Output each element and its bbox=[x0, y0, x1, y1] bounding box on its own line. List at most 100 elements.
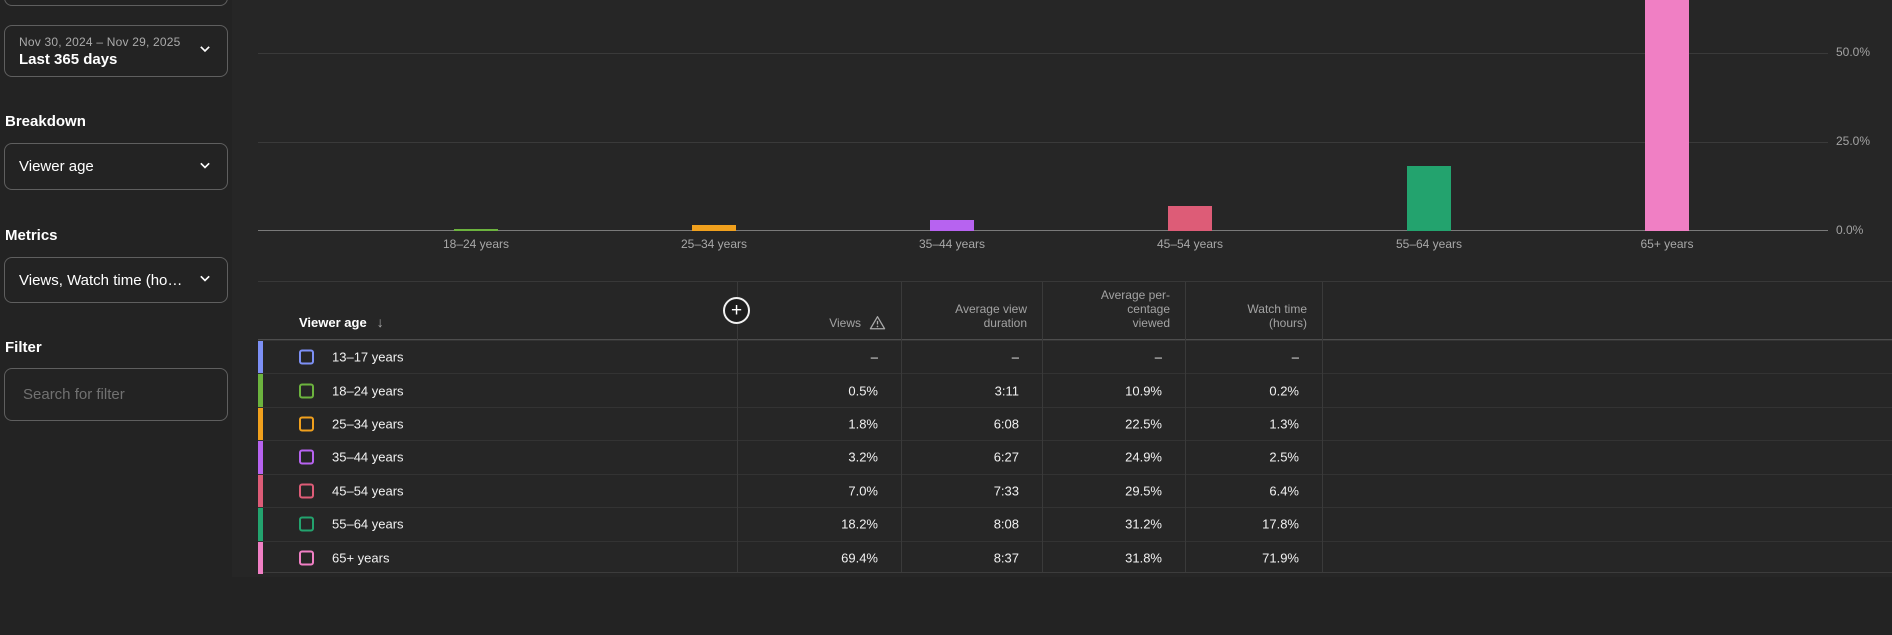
metrics-select[interactable]: Views, Watch time (ho… bbox=[4, 257, 228, 303]
cell-watch-time: – bbox=[1291, 349, 1299, 365]
date-range-preset: Last 365 days bbox=[19, 50, 118, 68]
row-age-label: 13–17 years bbox=[332, 349, 404, 365]
cell-avg-percentage-viewed: 31.8% bbox=[1125, 550, 1162, 566]
y-axis-tick-label: 25.0% bbox=[1836, 134, 1871, 148]
chart-plot-area bbox=[258, 0, 1828, 231]
cell-views: 69.4% bbox=[841, 550, 878, 566]
row-age-label: 65+ years bbox=[332, 550, 390, 566]
table-row-18-24-years[interactable]: 18–24 years 0.5% 3:11 10.9% 0.2% bbox=[258, 373, 1892, 407]
metrics-heading: Metrics bbox=[5, 227, 58, 244]
column-header-viewer-age[interactable]: Viewer age ↓ bbox=[299, 314, 384, 330]
row-color-strip bbox=[258, 407, 263, 441]
row-checkbox[interactable] bbox=[299, 416, 314, 432]
column-header-label-line: Average view bbox=[955, 302, 1027, 316]
cell-avg-percentage-viewed: 29.5% bbox=[1125, 483, 1162, 499]
column-header-views[interactable]: Views bbox=[737, 315, 886, 330]
row-checkbox[interactable] bbox=[299, 483, 314, 499]
cell-avg-view-duration: – bbox=[1011, 349, 1019, 365]
column-header-label-line: Average per- bbox=[1100, 288, 1170, 302]
viewer-age-header-label: Viewer age bbox=[299, 314, 367, 330]
cell-watch-time: 71.9% bbox=[1262, 550, 1299, 566]
column-header-watch-time[interactable]: Watch time (hours) bbox=[1185, 302, 1307, 330]
column-divider bbox=[737, 282, 738, 572]
cell-watch-time: 1.3% bbox=[1269, 416, 1299, 432]
date-range-selector[interactable]: Nov 30, 2024 – Nov 29, 2025 Last 365 day… bbox=[4, 25, 228, 77]
column-header-label-line: viewed bbox=[1132, 316, 1170, 330]
breakdown-value: Viewer age bbox=[19, 158, 94, 175]
metrics-value: Views, Watch time (ho… bbox=[19, 271, 183, 289]
breakdown-heading: Breakdown bbox=[5, 113, 86, 130]
x-axis-category-label: 25–34 years bbox=[680, 237, 748, 251]
collapsed-dropdown-partial[interactable] bbox=[4, 0, 228, 6]
bar-55-64-years[interactable] bbox=[1407, 166, 1451, 231]
bar-25-34-years[interactable] bbox=[692, 224, 736, 231]
column-divider bbox=[1042, 282, 1043, 572]
viewer-age-table: Viewer age ↓ + Views Average view duration… bbox=[258, 281, 1892, 574]
gridline bbox=[258, 53, 1828, 54]
filter-search-input[interactable] bbox=[4, 368, 228, 421]
column-header-label-line: centage bbox=[1127, 302, 1170, 316]
bar-65plus-years[interactable] bbox=[1645, 0, 1689, 231]
column-divider bbox=[1322, 282, 1323, 572]
row-checkbox[interactable] bbox=[299, 349, 314, 365]
analytics-content-pane bbox=[232, 0, 1892, 577]
cell-avg-percentage-viewed: 10.9% bbox=[1125, 383, 1162, 399]
column-header-label-line: duration bbox=[983, 316, 1027, 330]
row-color-strip bbox=[258, 341, 263, 374]
breakdown-select[interactable]: Viewer age bbox=[4, 143, 228, 190]
table-row-25-34-years[interactable]: 25–34 years 1.8% 6:08 22.5% 1.3% bbox=[258, 406, 1892, 441]
bar-45-54-years[interactable] bbox=[1168, 206, 1212, 231]
table-row-65plus-years[interactable]: 65+ years 69.4% 8:37 31.8% 71.9% bbox=[258, 540, 1892, 574]
cell-avg-percentage-viewed: 31.2% bbox=[1125, 516, 1162, 532]
column-header-label-line: Views bbox=[737, 315, 886, 330]
cell-avg-view-duration: 7:33 bbox=[993, 483, 1019, 499]
bar-35-44-years[interactable] bbox=[930, 219, 974, 231]
sort-desc-icon: ↓ bbox=[376, 314, 384, 330]
column-header-avg-percentage-viewed[interactable]: Average per-centage viewed bbox=[1042, 288, 1170, 330]
cell-avg-percentage-viewed: 24.9% bbox=[1125, 449, 1162, 465]
column-header-avg-view-duration[interactable]: Average view duration bbox=[901, 302, 1027, 330]
cell-avg-view-duration: 8:08 bbox=[993, 516, 1019, 532]
row-color-strip bbox=[258, 541, 263, 574]
row-age-label: 45–54 years bbox=[332, 483, 404, 499]
cell-views: 0.5% bbox=[848, 383, 878, 399]
table-row-45-54-years[interactable]: 45–54 years 7.0% 7:33 29.5% 6.4% bbox=[258, 473, 1892, 508]
row-age-label: 25–34 years bbox=[332, 416, 404, 432]
date-range-text: Nov 30, 2024 – Nov 29, 2025 bbox=[19, 34, 181, 49]
y-axis-tick-label: 0.0% bbox=[1836, 223, 1864, 237]
table-row-55-64-years[interactable]: 55–64 years 18.2% 8:08 31.2% 17.8% bbox=[258, 507, 1892, 541]
bar-18-24-years[interactable] bbox=[454, 229, 498, 231]
warning-icon[interactable] bbox=[869, 315, 886, 330]
table-row-35-44-years[interactable]: 35–44 years 3.2% 6:27 24.9% 2.5% bbox=[258, 440, 1892, 474]
gridline bbox=[258, 142, 1828, 143]
cell-avg-view-duration: 6:08 bbox=[993, 416, 1019, 432]
add-metric-button[interactable]: + bbox=[723, 297, 750, 324]
cell-views: 7.0% bbox=[848, 483, 878, 499]
y-axis-tick-label: 50.0% bbox=[1836, 45, 1871, 59]
table-row-13-17-years[interactable]: 13–17 years – – – – bbox=[258, 340, 1892, 374]
cell-views: – bbox=[870, 349, 878, 365]
cell-views: 1.8% bbox=[848, 416, 878, 432]
column-divider bbox=[1185, 282, 1186, 572]
cell-views: 18.2% bbox=[841, 516, 878, 532]
row-checkbox[interactable] bbox=[299, 383, 314, 399]
chevron-down-icon bbox=[195, 155, 215, 179]
row-age-label: 35–44 years bbox=[332, 449, 404, 465]
cell-avg-percentage-viewed: 22.5% bbox=[1125, 416, 1162, 432]
x-axis-baseline bbox=[258, 230, 1828, 231]
x-axis-category-label: 35–44 years bbox=[918, 237, 986, 251]
age-bar-chart: 0.0% 25.0% 50.0% 18–24 years 25–34 years 35–… bbox=[258, 0, 1892, 262]
cell-avg-view-duration: 3:11 bbox=[994, 383, 1019, 399]
column-divider bbox=[901, 282, 902, 572]
column-header-label-line: (hours) bbox=[1268, 316, 1307, 330]
row-color-strip bbox=[258, 441, 263, 474]
column-header-label-line: Watch time bbox=[1247, 302, 1307, 316]
table-header-row: Viewer age ↓ + Views Average view duration… bbox=[258, 282, 1892, 340]
row-checkbox[interactable] bbox=[299, 516, 314, 532]
row-checkbox[interactable] bbox=[299, 550, 314, 566]
row-checkbox[interactable] bbox=[299, 449, 314, 465]
cell-watch-time: 6.4% bbox=[1269, 483, 1299, 499]
filter-heading: Filter bbox=[5, 339, 42, 356]
row-color-strip bbox=[258, 474, 263, 508]
row-color-strip bbox=[258, 508, 263, 541]
